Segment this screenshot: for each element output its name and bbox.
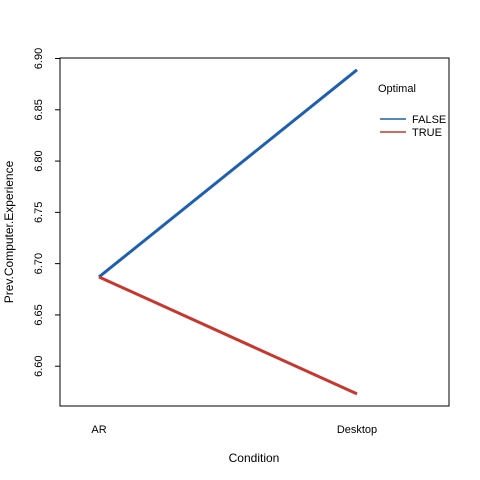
- series-line-false: [98, 68, 358, 279]
- y-tick-label: 6.75: [33, 202, 45, 223]
- x-tick-label: AR: [91, 424, 106, 436]
- plot-frame: [59, 57, 450, 407]
- y-tick-label: 6.85: [33, 99, 45, 120]
- y-tick-label: 6.90: [33, 48, 45, 69]
- legend-label-true: TRUE: [412, 127, 442, 139]
- x-axis-title: Condition: [229, 451, 280, 465]
- y-tick-label: 6.80: [33, 150, 45, 171]
- x-tick-label: Desktop: [337, 424, 377, 436]
- legend-title: Optimal: [378, 83, 416, 95]
- legend: Optimal FALSE TRUE: [378, 83, 446, 139]
- legend-label-false: FALSE: [412, 114, 446, 126]
- y-tick-label: 6.65: [33, 304, 45, 325]
- series-lines: [98, 68, 358, 396]
- y-axis: 6.60 6.65 6.70 6.75 6.80 6.85 6.90: [33, 48, 60, 377]
- y-tick-label: 6.60: [33, 355, 45, 376]
- y-tick-label: 6.70: [33, 253, 45, 274]
- x-axis: AR Desktop: [91, 424, 377, 436]
- y-axis-title: Prev.Computer.Experience: [2, 160, 16, 303]
- series-line-true: [98, 275, 358, 396]
